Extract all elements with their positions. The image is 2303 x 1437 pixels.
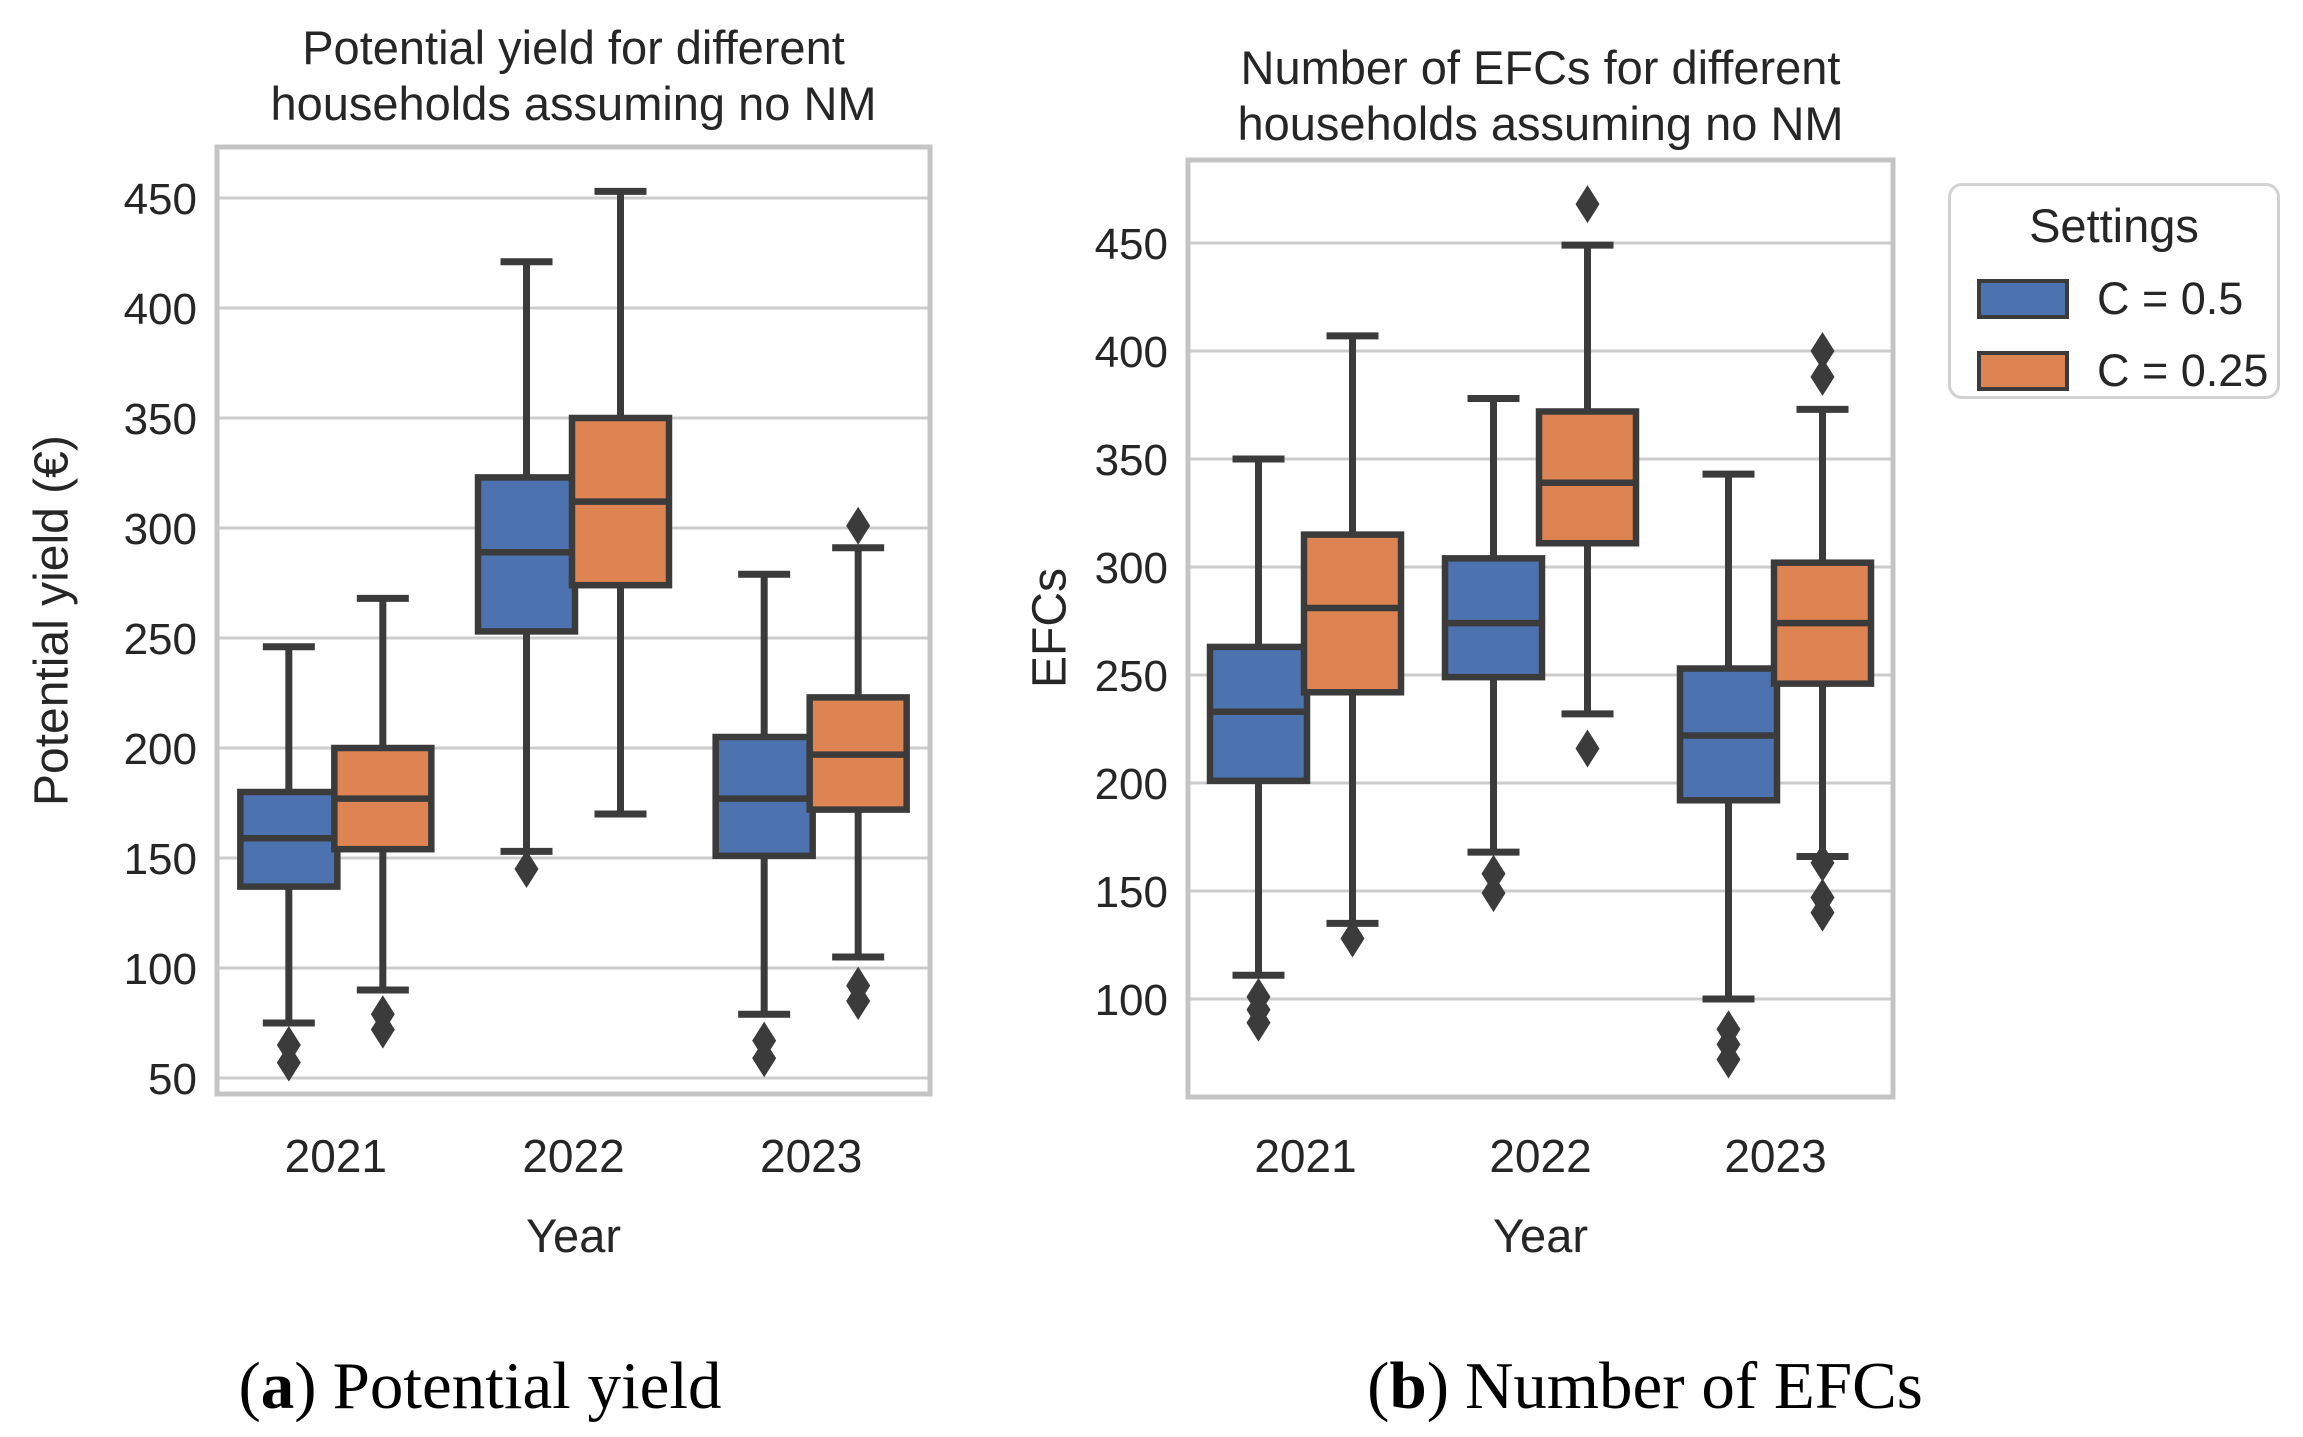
chart-b-title: Number of EFCs for different households … (1237, 41, 1844, 151)
x-tick-label: 2022 (1489, 1130, 1591, 1182)
box-2021-C0.5 (1206, 455, 1311, 1042)
caption-a-text: Potential yield (332, 1349, 722, 1423)
legend-label-c025: C = 0.25 (2097, 345, 2269, 396)
box-2021-C0.25-outlier-diamond (370, 995, 395, 1034)
y-tick-label: 450 (1095, 220, 1168, 269)
box-2022-C0.25 (568, 187, 673, 818)
box-2022-C0.5 (474, 258, 579, 888)
y-tick-label: 300 (124, 505, 197, 554)
legend-item-c025: C = 0.25 (1977, 345, 2277, 397)
legend-title: Settings (2029, 199, 2199, 252)
y-tick-label: 400 (1095, 328, 1168, 377)
y-tick-label: 450 (124, 175, 197, 224)
chart-b-x-axis-label: Year (1493, 1209, 1588, 1262)
y-tick-label: 400 (124, 285, 197, 334)
box-2023-C0.5 (712, 570, 816, 1078)
box-2022-C0.5-outlier-diamond (1481, 874, 1506, 913)
box-2023-C0.25-outlier-diamond (1810, 332, 1835, 370)
chart-b-y-axis-label: EFCs (1023, 568, 1077, 689)
chart-a-y-axis-label: Potential yield (€) (25, 435, 79, 806)
plot-area-efcs: 100 150 200 250 300 350 400 450 2021 2022 2023 (1095, 157, 1896, 1182)
plot-frame (1185, 157, 1896, 1100)
y-tick-label: 100 (1095, 976, 1168, 1025)
box-2023-C0.25-outlier-diamond (846, 506, 871, 545)
box-2021-C0.25 (1300, 332, 1405, 958)
box-2021-C0.25-iqr-box (1300, 531, 1405, 696)
box-2022-C0.5 (1441, 395, 1546, 913)
box-2023-C0.25 (806, 506, 910, 1020)
caption-b: (b) Number of EFCs (1245, 1348, 2045, 1425)
y-tick-label: 150 (124, 835, 197, 884)
chart-a-x-axis-label: Year (526, 1209, 621, 1262)
x-tick-label: 2023 (760, 1130, 862, 1182)
legend-box: Settings C = 0.5 C = 0.25 (1948, 183, 2280, 399)
box-2021-C0.25 (331, 594, 435, 1049)
box-2023-C0.5-outlier-diamond (1716, 1010, 1741, 1049)
box-2022-C0.25-outlier-diamond (1575, 185, 1600, 224)
y-tick-label: 200 (1095, 760, 1168, 809)
box-2022-C0.25 (1535, 185, 1640, 768)
legend-swatch-c05 (1977, 279, 2069, 319)
y-tick-label: 350 (124, 395, 197, 444)
x-tick-label: 2021 (285, 1130, 387, 1182)
box-2022-C0.25-outlier-diamond (1575, 729, 1600, 768)
box-2023-C0.25-outlier-diamond (846, 966, 871, 1005)
x-tick-label: 2021 (1254, 1130, 1356, 1182)
y-tick-label: 150 (1095, 868, 1168, 917)
x-tick-label: 2023 (1724, 1130, 1826, 1182)
box-2022-C0.5-outlier-diamond (1481, 854, 1506, 893)
box-2023-C0.25-outlier-diamond (1810, 357, 1835, 396)
y-tick-label: 250 (124, 615, 197, 664)
legend-item-c05: C = 0.5 (1977, 273, 2277, 325)
plot-area-potential-yield: 50 100 150 200 250 300 350 400 450 2021 2022 2023 (124, 144, 933, 1182)
y-tick-label: 300 (1095, 544, 1168, 593)
box-2022-C0.25-iqr-box (1535, 408, 1640, 547)
box-2021-C0.5-outlier-diamond (1246, 977, 1271, 1016)
caption-b-marker: (b) (1367, 1349, 1450, 1423)
box-2023-C0.25 (1770, 332, 1875, 932)
caption-b-text: Number of EFCs (1465, 1349, 1923, 1423)
caption-a-marker: (a) (238, 1349, 317, 1423)
box-2022-C0.5-outlier-diamond (514, 850, 539, 888)
y-tick-label: 350 (1095, 436, 1168, 485)
y-tick-label: 250 (1095, 652, 1168, 701)
chart-a-title: Potential yield for different households… (270, 21, 877, 131)
box-2023-C0.5 (1676, 470, 1781, 1079)
caption-a: (a) Potential yield (80, 1348, 880, 1425)
box-2023-C0.25-outlier-diamond (1810, 878, 1835, 917)
box-2022-C0.5-iqr-box (1441, 555, 1546, 681)
box-2023-C0.25-outlier-diamond (1810, 843, 1835, 882)
x-tick-label: 2022 (522, 1130, 624, 1182)
box-2021-C0.25-outlier-diamond (1340, 919, 1365, 958)
legend-label-c05: C = 0.5 (2097, 273, 2244, 324)
y-tick-label: 200 (124, 725, 197, 774)
y-tick-label: 50 (148, 1055, 197, 1104)
y-tick-label: 100 (124, 945, 197, 994)
legend-swatch-c025 (1977, 351, 2069, 391)
plot-frame (214, 144, 933, 1097)
box-2021-C0.5-outlier-diamond (276, 1026, 301, 1064)
box-2021-C0.5 (237, 643, 341, 1082)
box-2023-C0.5-outlier-diamond (752, 1021, 777, 1060)
